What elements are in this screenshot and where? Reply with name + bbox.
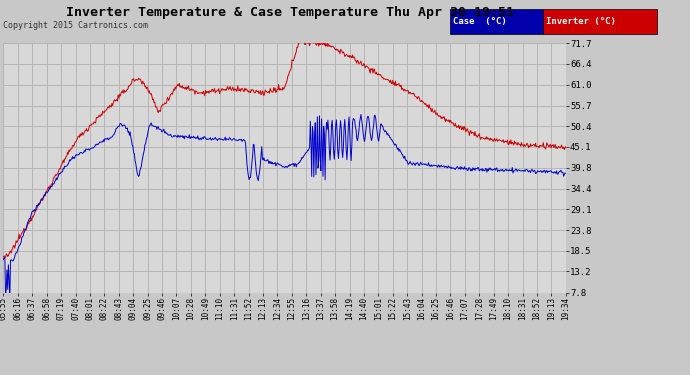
Text: Inverter Temperature & Case Temperature Thu Apr 30 19:51: Inverter Temperature & Case Temperature … xyxy=(66,6,514,19)
Text: Copyright 2015 Cartronics.com: Copyright 2015 Cartronics.com xyxy=(3,21,148,30)
Text: Inverter (°C): Inverter (°C) xyxy=(546,17,616,26)
Text: Case  (°C): Case (°C) xyxy=(453,17,507,26)
